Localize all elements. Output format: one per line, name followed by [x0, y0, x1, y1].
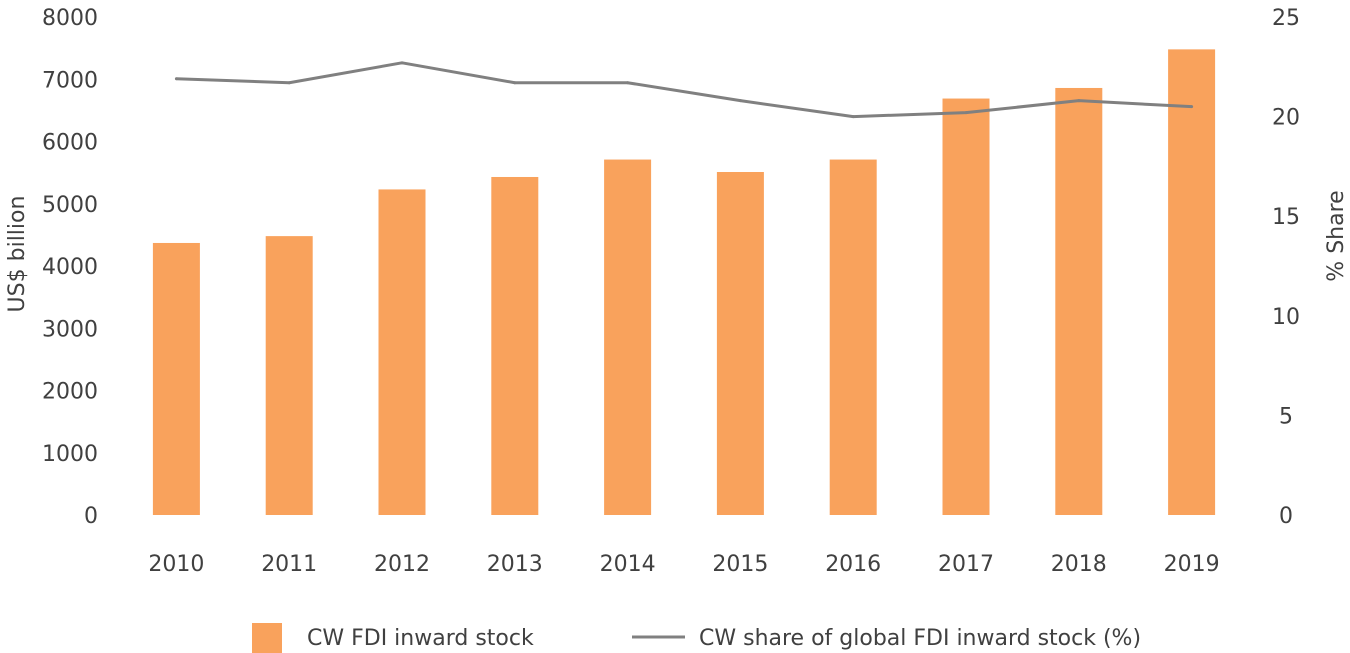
x-tick-label: 2015 [712, 552, 768, 577]
left-tick-label: 2000 [42, 380, 98, 405]
bar [378, 189, 426, 515]
line-point [174, 77, 178, 81]
x-tick-label: 2010 [148, 552, 204, 577]
left-axis-title: US$ billion [5, 196, 30, 313]
bar [716, 172, 764, 515]
right-tick-label: 20 [1272, 106, 1300, 131]
left-tick-label: 8000 [42, 6, 98, 31]
right-axis-title: % Share [1324, 190, 1349, 281]
bar [829, 159, 877, 516]
line-point [851, 115, 855, 119]
x-tick-label: 2011 [261, 552, 317, 577]
line-point [626, 81, 630, 85]
share-line [176, 61, 1192, 119]
x-tick-label: 2012 [374, 552, 430, 577]
left-tick-label: 3000 [42, 317, 98, 342]
bar [265, 236, 313, 515]
left-tick-label: 1000 [42, 442, 98, 467]
line-point [400, 61, 404, 65]
bar [152, 242, 200, 515]
line-point [738, 99, 742, 103]
x-tick-label: 2017 [938, 552, 994, 577]
line-point [513, 81, 517, 85]
line-series [174, 61, 1194, 119]
left-tick-label: 6000 [42, 131, 98, 156]
x-tick-label: 2019 [1164, 552, 1220, 577]
line-point [1077, 99, 1081, 103]
bar [942, 98, 990, 516]
line-point [1190, 105, 1194, 109]
legend-bar-swatch [252, 623, 282, 653]
bar [491, 176, 539, 516]
left-axis-ticks: 0 1000 2000 3000 4000 5000 6000 7000 8000 [42, 6, 98, 529]
left-tick-label: 0 [84, 504, 98, 529]
left-tick-label: 4000 [42, 255, 98, 280]
right-tick-label: 10 [1272, 305, 1300, 330]
left-tick-label: 7000 [42, 68, 98, 93]
x-tick-label: 2018 [1051, 552, 1107, 577]
line-point [287, 81, 291, 85]
right-tick-label: 5 [1279, 404, 1293, 429]
right-tick-label: 25 [1272, 6, 1300, 31]
legend-bar-label: CW FDI inward stock [307, 626, 534, 651]
line-point [964, 111, 968, 115]
legend: CW FDI inward stock CW share of global F… [252, 623, 1141, 653]
x-tick-label: 2013 [487, 552, 543, 577]
x-tick-label: 2016 [825, 552, 881, 577]
x-tick-label: 2014 [600, 552, 656, 577]
legend-line-label: CW share of global FDI inward stock (%) [699, 626, 1141, 651]
right-tick-label: 0 [1279, 504, 1293, 529]
right-axis-ticks: 0 5 10 15 20 25 [1272, 6, 1300, 529]
bar-series [152, 49, 1216, 516]
bar [604, 159, 652, 516]
bar [1055, 87, 1103, 515]
bar [1168, 49, 1216, 516]
x-axis-ticks: 2010 2011 2012 2013 2014 2015 2016 2017 2018 2019 [148, 552, 1219, 577]
right-tick-label: 15 [1272, 205, 1300, 230]
left-tick-label: 5000 [42, 193, 98, 218]
